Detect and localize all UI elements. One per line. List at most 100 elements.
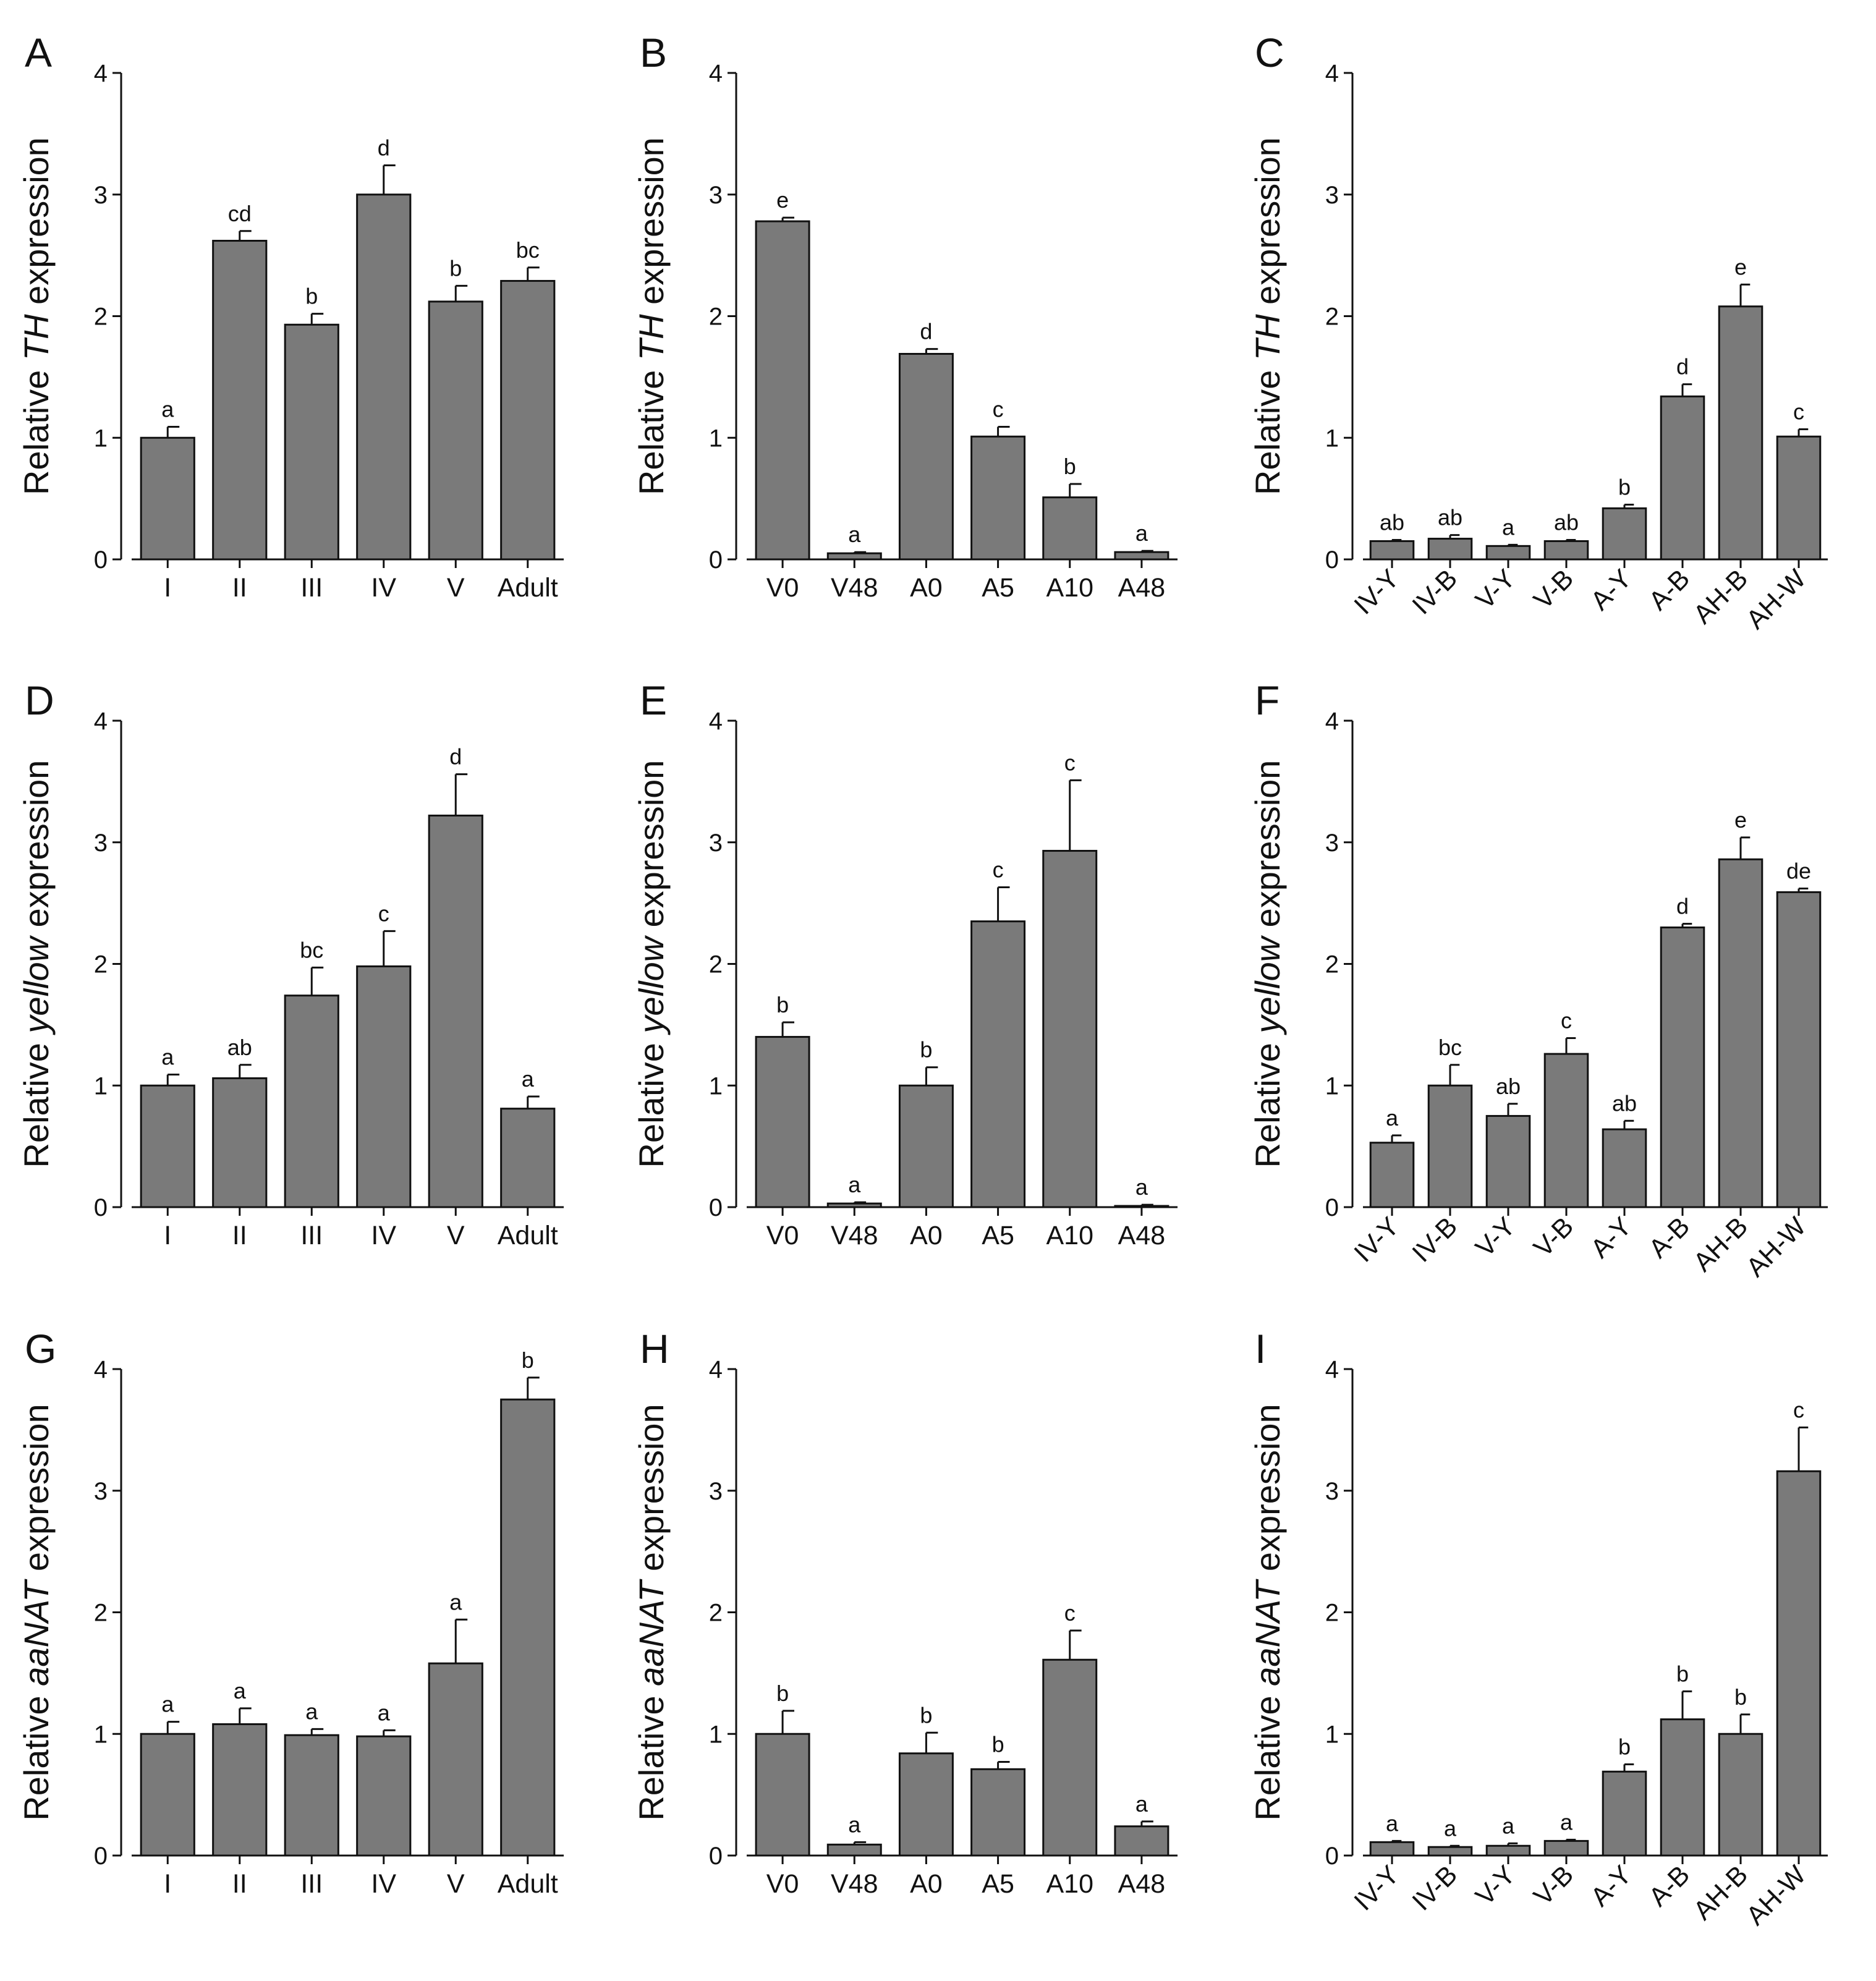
x-category-label: V-Y xyxy=(1470,1211,1521,1263)
significance-label: e xyxy=(776,187,789,213)
panel-letter: I xyxy=(1255,1326,1266,1372)
bar xyxy=(356,965,412,1208)
y-axis-label: Relative yellow expression xyxy=(632,760,671,1168)
bar xyxy=(1776,1470,1822,1857)
bar xyxy=(1776,435,1822,561)
x-category-label: V0 xyxy=(766,573,799,603)
y-axis-label-prefix: Relative xyxy=(632,360,671,495)
y-axis-label-gene: aaNAT xyxy=(1248,1579,1287,1686)
bar xyxy=(1543,1839,1589,1857)
significance-label: c xyxy=(1793,399,1804,424)
y-tick-label: 4 xyxy=(94,1356,108,1383)
significance-label: b xyxy=(1734,1684,1747,1710)
x-category-label: V-Y xyxy=(1470,1860,1521,1911)
significance-label: a xyxy=(1386,1105,1399,1130)
y-axis-label: Relative yellow expression xyxy=(1248,760,1287,1168)
significance-label: a xyxy=(161,397,174,422)
significance-label: c xyxy=(1064,750,1076,775)
x-category-label: V48 xyxy=(831,1221,878,1250)
x-category-label: IV-Y xyxy=(1349,1860,1405,1916)
x-category-label: A-Y xyxy=(1585,1211,1637,1264)
y-axis-label-prefix: Relative xyxy=(1248,1686,1287,1821)
x-category-label: V0 xyxy=(766,1869,799,1899)
x-category-label: A0 xyxy=(910,1221,943,1250)
y-axis-label: Relative TH expression xyxy=(17,137,56,495)
x-category-label: III xyxy=(300,573,323,603)
significance-label: a xyxy=(1386,1810,1399,1836)
significance-label: b xyxy=(1064,454,1076,479)
bar xyxy=(1660,395,1705,561)
bar xyxy=(1543,1053,1589,1208)
y-tick-label: 2 xyxy=(709,951,723,978)
y-axis-label-suffix: expression xyxy=(632,137,671,314)
y-tick-label: 1 xyxy=(709,425,723,452)
chart-panel-d: D Relative yellow expression 0 1 2 3 4 a Iab II bc… xyxy=(17,677,564,1250)
bar xyxy=(212,1723,268,1857)
bar xyxy=(500,1398,556,1857)
significance-label: ab xyxy=(227,1035,252,1060)
x-category-label: V-B xyxy=(1528,1211,1579,1263)
y-tick-label: 3 xyxy=(709,182,723,209)
y-tick-label: 0 xyxy=(709,1843,723,1870)
y-tick-label: 2 xyxy=(1325,303,1339,331)
significance-label: d xyxy=(449,744,462,770)
x-category-label: AH-B xyxy=(1687,1860,1754,1926)
y-axis-label-gene: yellow xyxy=(17,935,56,1035)
chart-panel-b: B Relative TH expression 0 1 2 3 4 e V0 a V48 d A0 c A… xyxy=(632,30,1178,603)
y-axis-label-suffix: expression xyxy=(1248,137,1287,314)
x-category-label: AH-W xyxy=(1741,1211,1812,1283)
x-category-label: A10 xyxy=(1046,1221,1093,1250)
x-category-label: I xyxy=(164,573,171,603)
bar xyxy=(1485,1114,1531,1208)
y-axis-label-prefix: Relative xyxy=(632,1033,671,1168)
y-tick-label: 4 xyxy=(1325,60,1339,87)
y-tick-label: 0 xyxy=(94,1194,108,1221)
bar xyxy=(284,1734,339,1857)
x-category-label: A48 xyxy=(1118,573,1166,603)
chart-panel-g: G Relative aaNAT expression 0 1 2 3 4 a Ia II a III… xyxy=(17,1326,564,1899)
y-axis-label-prefix: Relative xyxy=(1248,1033,1287,1168)
significance-label: a xyxy=(522,1066,535,1092)
y-axis-label-gene: yellow xyxy=(1248,935,1287,1035)
bar xyxy=(1042,1658,1098,1857)
x-category-label: V48 xyxy=(831,1869,878,1899)
y-tick-label: 2 xyxy=(94,1600,108,1627)
significance-label: b xyxy=(1618,474,1631,499)
significance-label: c xyxy=(993,397,1004,422)
y-axis-label-suffix: expression xyxy=(632,1404,671,1580)
y-axis-label-prefix: Relative xyxy=(632,1686,671,1821)
x-category-label: AH-W xyxy=(1741,564,1812,635)
significance-label: a xyxy=(449,1589,462,1614)
y-axis-label-gene: aaNAT xyxy=(632,1579,671,1686)
y-axis-label: Relative aaNAT expression xyxy=(1248,1404,1287,1820)
y-axis-label-prefix: Relative xyxy=(17,1033,56,1168)
chart-panel-f: F Relative yellow expression 0 1 2 3 4 a IV-Y bc I… xyxy=(1248,677,1828,1283)
y-tick-label: 0 xyxy=(709,546,723,574)
y-tick-label: 2 xyxy=(1325,951,1339,978)
bar xyxy=(826,1202,882,1208)
x-category-label: A-Y xyxy=(1585,564,1637,616)
y-tick-label: 1 xyxy=(1325,425,1339,452)
y-tick-label: 3 xyxy=(709,829,723,857)
y-axis-label-suffix: expression xyxy=(1248,760,1287,937)
significance-label: d xyxy=(1676,354,1689,380)
bar xyxy=(1602,507,1647,561)
bar xyxy=(1660,1718,1705,1857)
y-tick-label: 4 xyxy=(709,708,723,735)
x-category-label: IV-Y xyxy=(1349,1211,1405,1268)
y-tick-label: 4 xyxy=(709,1356,723,1383)
significance-label: d xyxy=(920,319,932,344)
x-category-label: II xyxy=(232,1869,247,1899)
y-tick-label: 1 xyxy=(94,425,108,452)
x-category-label: AH-W xyxy=(1741,1860,1812,1931)
bar xyxy=(1660,926,1705,1208)
bar xyxy=(826,552,882,561)
significance-label: a xyxy=(1135,1791,1148,1817)
significance-label: a xyxy=(1560,1809,1573,1835)
bar xyxy=(428,300,483,561)
x-category-label: V-B xyxy=(1528,564,1579,615)
y-tick-label: 3 xyxy=(1325,182,1339,209)
significance-label: a xyxy=(848,1812,861,1837)
x-category-label: A10 xyxy=(1046,573,1093,603)
significance-label: a xyxy=(161,1692,174,1717)
